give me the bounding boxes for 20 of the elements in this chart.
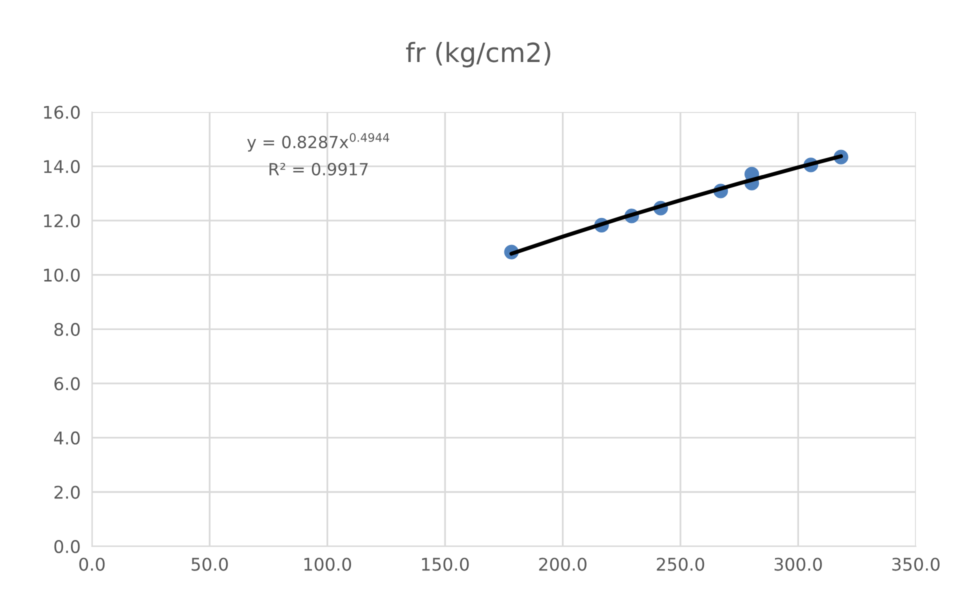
x-tick-label: 350.0 bbox=[892, 558, 940, 571]
x-tick-label: 100.0 bbox=[304, 558, 352, 571]
chart-title: fr (kg/cm2) bbox=[406, 42, 550, 68]
x-tick-label: 300.0 bbox=[774, 558, 822, 571]
y-tick-label: 6.0 bbox=[54, 377, 80, 390]
y-tick-label: 14.0 bbox=[44, 160, 80, 174]
y-tick-label: 0.0 bbox=[54, 540, 80, 554]
x-tick-label: 250.0 bbox=[656, 558, 704, 571]
y-tick-label: 8.0 bbox=[54, 322, 80, 336]
x-tick-label: 200.0 bbox=[539, 558, 586, 571]
x-tick-label: 0.0 bbox=[79, 558, 105, 571]
y-tick-label: 2.0 bbox=[54, 486, 80, 499]
annotation: y = 0.8287x$^{0.4944}$ bbox=[247, 133, 390, 152]
y-tick-label: 4.0 bbox=[54, 431, 80, 445]
x-tick-label: 150.0 bbox=[422, 558, 469, 571]
x-tick-label: 50.0 bbox=[192, 558, 228, 571]
y-tick-label: 16.0 bbox=[44, 106, 80, 119]
annotation: R² = 0.9917 bbox=[270, 162, 368, 176]
y-tick-label: 10.0 bbox=[44, 268, 80, 282]
y-tick-label: 12.0 bbox=[44, 214, 80, 228]
